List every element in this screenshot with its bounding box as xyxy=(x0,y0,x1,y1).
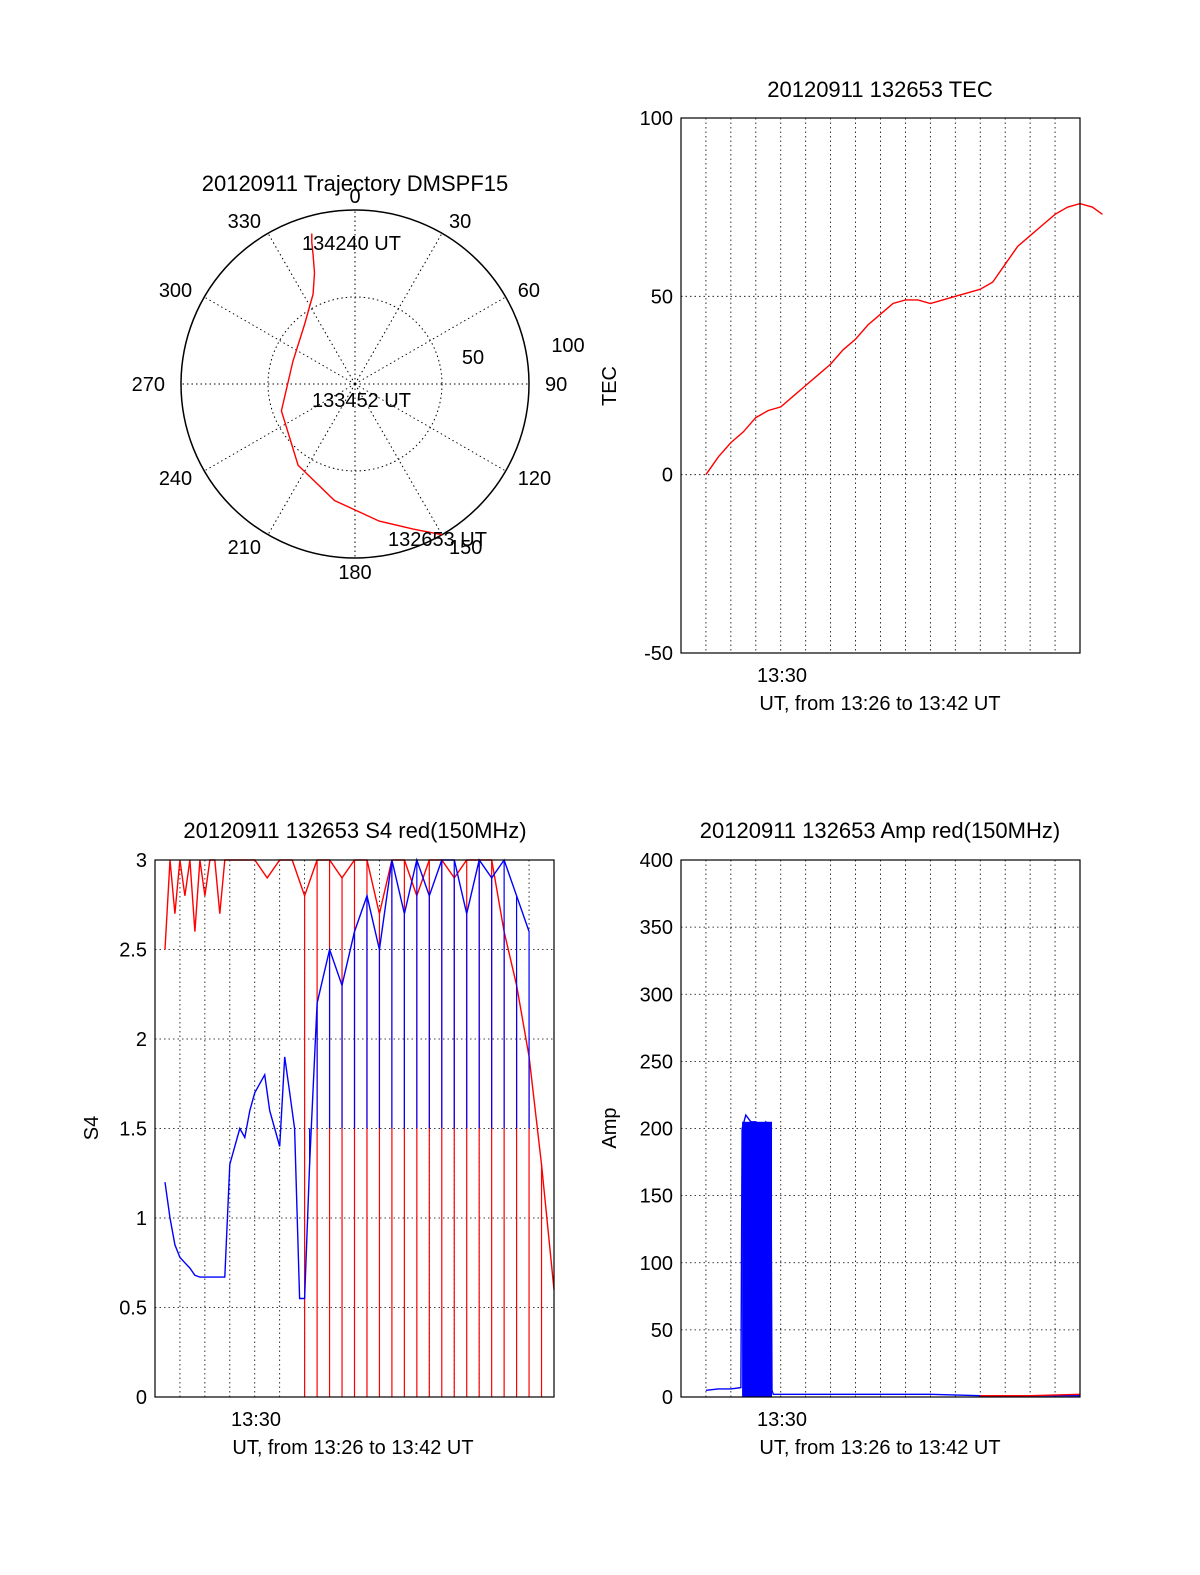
amp-yticks: 0 50 100 150 200 250 300 350 400 xyxy=(640,850,673,1409)
amp-panel: 20120911 132653 Amp red(150MHz) 0 50 100 15… xyxy=(599,818,1081,1459)
polar-time-label-start: 132653 UT xyxy=(388,529,487,551)
amp-title: 20120911 132653 Amp red(150MHz) xyxy=(700,818,1060,843)
s4-panel: 20120911 132653 S4 red(150MHz) 0 0.5 1 1.5 2… xyxy=(81,818,555,1459)
amp-ytick-label: 0 xyxy=(662,1387,673,1409)
polar-angle-label: 270 xyxy=(132,374,165,396)
amp-ytick-label: 150 xyxy=(640,1186,673,1208)
amp-ytick-label: 250 xyxy=(640,1051,673,1073)
polar-radius-label-100: 100 xyxy=(551,335,584,357)
s4-ytick-label: 1 xyxy=(136,1208,147,1230)
s4-xtick-label: 13:30 xyxy=(231,1409,281,1431)
tec-ytick-label: 100 xyxy=(640,108,673,130)
polar-angle-label: 30 xyxy=(449,211,471,233)
tec-series xyxy=(705,202,1103,476)
polar-spoke xyxy=(204,296,356,385)
amp-ytick-label: 400 xyxy=(640,850,673,872)
s4-ytick-label: 1.5 xyxy=(119,1119,147,1141)
polar-spoke xyxy=(354,233,443,385)
s4-yticks: 0 0.5 1 1.5 2 2.5 3 xyxy=(119,850,147,1409)
polar-spoke xyxy=(267,383,356,535)
amp-ytick-label: 100 xyxy=(640,1253,673,1275)
polar-angle-label: 300 xyxy=(159,280,192,302)
amp-series-line-red xyxy=(980,1393,1081,1397)
polar-time-label-mid: 133452 UT xyxy=(312,390,411,412)
polar-spoke xyxy=(204,383,356,472)
polar-outer-circle xyxy=(180,209,530,559)
tec-title: 20120911 132653 TEC xyxy=(767,77,993,102)
tec-xlabel: UT, from 13:26 to 13:42 UT xyxy=(759,693,1000,715)
tec-yticks: -50 0 50 100 xyxy=(640,108,673,665)
polar-angle-label: 180 xyxy=(338,562,371,584)
tec-ylabel: TEC xyxy=(599,366,621,406)
amp-series xyxy=(705,1113,1081,1397)
amp-grid xyxy=(681,860,1080,1397)
s4-ytick-label: 0 xyxy=(136,1387,147,1409)
tec-xtick-label: 13:30 xyxy=(757,665,807,687)
polar-angle-label: 330 xyxy=(228,211,261,233)
tec-axes-frame xyxy=(680,117,1081,654)
amp-ytick-label: 300 xyxy=(640,984,673,1006)
s4-ylabel: S4 xyxy=(81,1116,103,1140)
polar-grid xyxy=(181,210,529,558)
tec-series-line-red xyxy=(705,202,1103,476)
polar-radius-label-50: 50 xyxy=(462,347,484,369)
amp-ytick-label: 50 xyxy=(651,1320,673,1342)
tec-ytick-label: 0 xyxy=(662,465,673,487)
s4-ytick-label: 2 xyxy=(136,1029,147,1051)
amp-axes-frame xyxy=(680,859,1081,1398)
polar-angle-label: 240 xyxy=(159,468,192,490)
s4-series-line-red xyxy=(164,859,555,1290)
polar-spoke xyxy=(354,296,506,385)
amp-burst-fill xyxy=(742,1121,773,1397)
s4-xlabel: UT, from 13:26 to 13:42 UT xyxy=(232,1437,473,1459)
amp-ytick-label: 200 xyxy=(640,1119,673,1141)
polar-angle-label: 0 xyxy=(349,186,360,208)
polar-angle-label: 210 xyxy=(228,537,261,559)
polar-angle-label: 150 xyxy=(449,537,482,559)
polar-angle-label: 90 xyxy=(545,374,567,396)
tec-ytick-label: 50 xyxy=(651,286,673,308)
polar-panel: 20120911 Trajectory DMSPF15 0 30 60 90 120 15… xyxy=(132,171,585,584)
s4-ytick-label: 3 xyxy=(136,850,147,872)
s4-title: 20120911 132653 S4 red(150MHz) xyxy=(183,818,526,843)
tec-grid xyxy=(681,118,1080,653)
tec-ytick-label: -50 xyxy=(644,643,673,665)
amp-xtick-label: 13:30 xyxy=(757,1409,807,1431)
polar-angle-labels: 0 30 60 90 120 150 180 210 240 270 300 330 xyxy=(132,186,568,584)
amp-ylabel: Amp xyxy=(599,1107,621,1148)
s4-series xyxy=(164,857,555,1397)
polar-angle-label: 120 xyxy=(518,468,551,490)
s4-axes-frame xyxy=(154,859,555,1398)
amp-xlabel: UT, from 13:26 to 13:42 UT xyxy=(759,1437,1000,1459)
s4-ytick-label: 0.5 xyxy=(119,1298,147,1320)
polar-time-label-end: 134240 UT xyxy=(302,233,401,255)
polar-title: 20120911 Trajectory DMSPF15 xyxy=(202,171,509,196)
polar-spoke xyxy=(354,383,443,535)
s4-series-line-blue xyxy=(164,857,530,1300)
polar-spoke xyxy=(354,383,506,472)
polar-trajectory-line xyxy=(280,233,443,536)
polar-trajectory xyxy=(280,233,443,536)
polar-angle-label: 60 xyxy=(518,280,540,302)
tec-panel: 20120911 132653 TEC -50 0 50 100 13:30 UT, … xyxy=(599,77,1103,715)
s4-ytick-label: 2.5 xyxy=(119,940,147,962)
amp-ytick-label: 350 xyxy=(640,917,673,939)
polar-spoke xyxy=(267,233,356,385)
